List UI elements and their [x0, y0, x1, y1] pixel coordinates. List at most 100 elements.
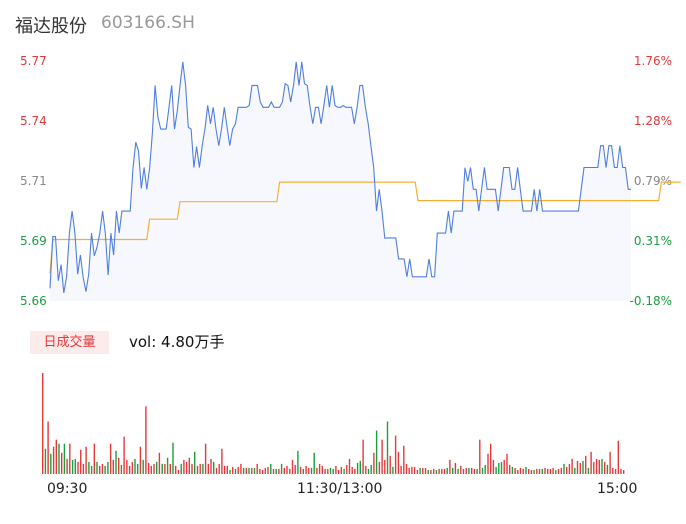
volume-bar	[52, 446, 55, 474]
volume-bar	[63, 443, 66, 474]
volume-bar	[188, 457, 190, 474]
volume-bar	[595, 458, 598, 474]
volume-bar	[555, 470, 557, 474]
volume-bar	[438, 468, 440, 474]
volume-bar	[242, 467, 245, 474]
volume-bar	[378, 461, 381, 474]
volume-bar	[433, 468, 435, 474]
volume-bar	[204, 443, 207, 474]
volume-bar	[147, 462, 150, 474]
volume-bar	[128, 465, 131, 474]
volume-bar	[346, 464, 348, 474]
price-line	[49, 61, 631, 293]
volume-bar	[202, 463, 204, 474]
volume-bar	[42, 373, 44, 474]
volume-bar	[359, 460, 361, 474]
volume-bar	[71, 459, 74, 474]
volume-bar	[397, 451, 400, 474]
volume-bar	[112, 459, 114, 474]
volume-bar	[381, 439, 383, 474]
volume-bar	[468, 467, 470, 474]
volume-bar	[164, 463, 166, 474]
volume-bar	[476, 468, 478, 474]
volume-bar	[120, 464, 123, 474]
volume-bar	[538, 468, 541, 474]
volume-bar	[365, 465, 367, 474]
price-label-left: 5.74	[20, 114, 47, 128]
volume-bar	[454, 462, 457, 474]
volume-bar	[316, 467, 318, 474]
volume-bar	[82, 463, 85, 474]
volume-bar	[80, 449, 82, 474]
volume-bar	[226, 465, 228, 474]
volume-bar	[289, 468, 291, 474]
volume-bar	[107, 461, 109, 474]
volume-bar	[207, 463, 209, 474]
volume-bar	[153, 463, 155, 474]
volume-bar	[223, 465, 226, 474]
volume-bar	[44, 448, 47, 475]
volume-bar	[177, 470, 180, 474]
volume-bar	[509, 464, 511, 474]
volume-bar	[218, 463, 220, 474]
volume-bar	[237, 466, 239, 474]
volume-bar	[481, 467, 484, 474]
volume-bar	[74, 458, 76, 474]
volume-bar	[405, 463, 408, 474]
volume-bar	[96, 461, 98, 474]
volume-bar	[479, 439, 481, 474]
volume-bar	[294, 464, 296, 474]
volume-bar	[408, 467, 410, 474]
pct-label-right: 0.31%	[633, 234, 672, 248]
volume-bar	[213, 461, 215, 474]
volume-bar	[354, 468, 356, 474]
volume-bar	[232, 466, 234, 474]
volume-bar	[166, 457, 169, 474]
volume-bar	[609, 451, 611, 474]
volume-bar	[343, 468, 345, 474]
volume-bar	[441, 468, 443, 474]
volume-bar	[275, 468, 277, 474]
volume-bar	[623, 470, 625, 474]
volume-bar	[134, 458, 136, 474]
volume-bar	[457, 468, 459, 474]
volume-bar	[161, 463, 163, 474]
volume-bar	[403, 445, 405, 474]
volume-bar	[318, 463, 321, 474]
volume-bar	[514, 467, 516, 474]
volume-bar	[88, 461, 90, 474]
volume-bar	[156, 461, 158, 474]
volume-bar	[563, 463, 565, 474]
volume-bar	[598, 459, 600, 474]
volume-bar	[131, 461, 133, 474]
volume-bar	[484, 464, 486, 474]
volume-bar	[259, 468, 261, 474]
volume-bar	[522, 468, 524, 474]
volume-bar	[574, 467, 576, 474]
volume-bar	[158, 452, 161, 474]
volume-bar	[614, 468, 617, 474]
volume-bar	[267, 466, 269, 474]
volume-bar	[283, 467, 285, 474]
volume-bar	[234, 468, 237, 474]
volume-bar	[576, 460, 579, 474]
volume-bar	[104, 465, 106, 474]
volume-bar	[264, 467, 266, 474]
volume-bar	[321, 465, 323, 474]
volume-bar	[261, 470, 264, 474]
volume-bar	[194, 451, 196, 474]
price-label-left: 5.66	[20, 294, 47, 308]
volume-bar	[126, 459, 128, 474]
volume-bar	[460, 465, 462, 474]
pct-label-right: 0.79%	[633, 174, 672, 188]
volume-tab-badge[interactable]: 日成交量	[30, 331, 109, 354]
volume-bar	[430, 470, 432, 474]
volume-bar	[585, 455, 587, 474]
volume-bar	[93, 443, 95, 474]
volume-bar	[351, 466, 353, 474]
volume-bar	[139, 446, 142, 474]
volume-bar	[582, 460, 584, 474]
volume-bar	[50, 453, 52, 474]
volume-bar	[604, 461, 606, 474]
